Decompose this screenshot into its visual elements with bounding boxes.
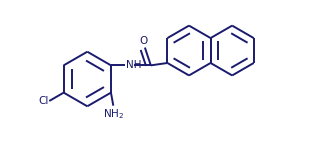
Text: O: O [139, 36, 148, 46]
Text: Cl: Cl [38, 96, 49, 106]
Text: NH$_2$: NH$_2$ [103, 107, 124, 121]
Text: NH: NH [126, 60, 141, 70]
